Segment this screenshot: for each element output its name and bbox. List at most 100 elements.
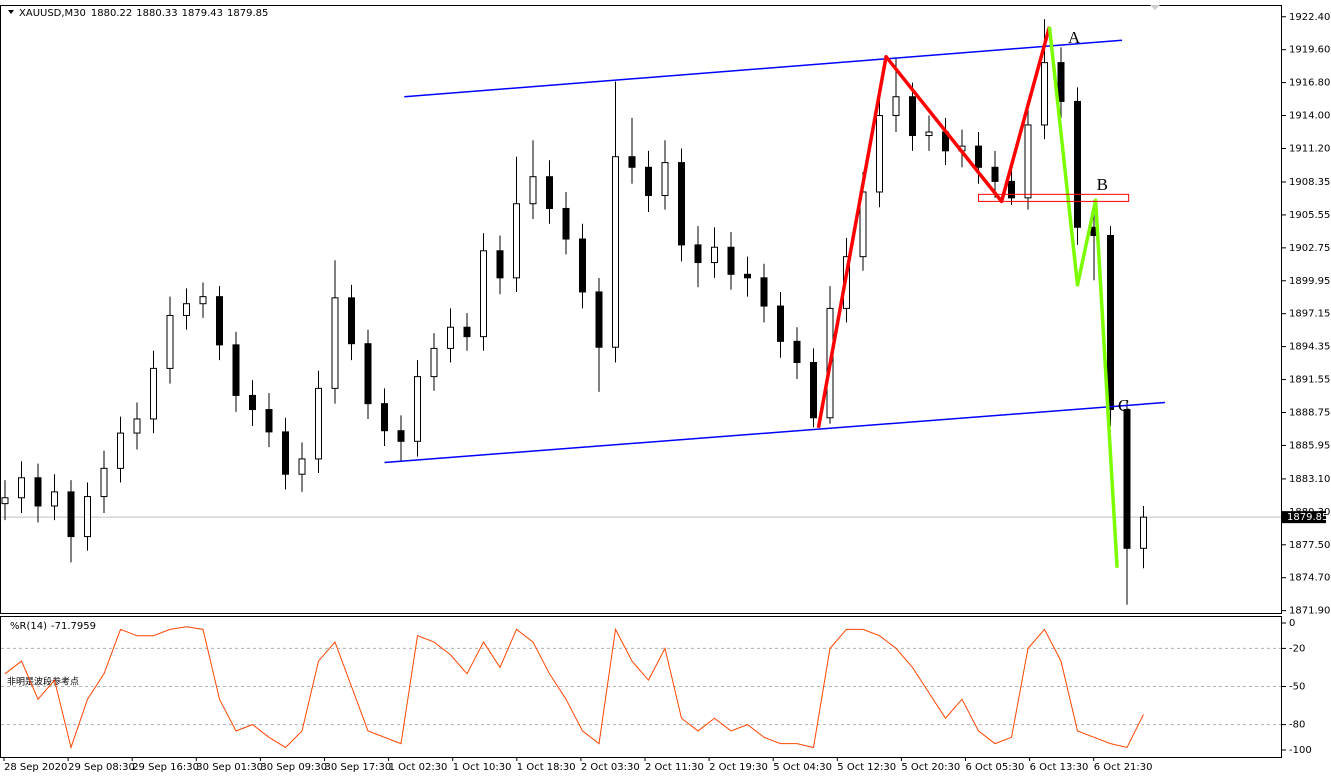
indicator-panel-frame: [0, 616, 1282, 758]
candle-body: [612, 156, 619, 348]
candle-body: [711, 246, 718, 264]
candle-body: [133, 418, 141, 434]
x-tick-label: 28 Sep 2020: [4, 762, 67, 773]
candle-body: [727, 246, 735, 275]
r-tick-label: -80: [1289, 720, 1305, 731]
candle-body: [562, 207, 570, 240]
candle-body: [892, 96, 900, 117]
candle-body: [381, 403, 388, 432]
indicator-name: %R(14): [10, 621, 47, 632]
candle-body: [744, 273, 751, 279]
candle-body: [678, 162, 685, 246]
last-price-label: 1879.85: [1287, 512, 1328, 523]
candle-body: [183, 303, 190, 316]
y-tick-label: 1899.95: [1289, 276, 1330, 287]
menu-triangle: [8, 10, 14, 14]
trendline: [384, 401, 1166, 464]
candle-body: [150, 367, 157, 420]
wave-label: C: [1118, 396, 1129, 415]
x-tick-label: 5 Oct 12:30: [837, 762, 896, 773]
candle-body: [249, 394, 256, 411]
trendline: [404, 39, 1123, 98]
candle-body: [265, 409, 273, 433]
candle-body: [645, 166, 652, 197]
r-tick-label: -100: [1289, 745, 1312, 756]
candle-body: [463, 326, 471, 338]
y-tick-label: 1883.10: [1289, 474, 1330, 485]
candle-body: [1074, 100, 1081, 228]
y-tick-label: 1905.55: [1289, 210, 1330, 221]
x-tick-label: 5 Oct 04:30: [773, 762, 832, 773]
candle-body: [1107, 234, 1114, 411]
candle-body: [117, 432, 124, 469]
x-tick-label: 5 Oct 20:30: [901, 762, 960, 773]
candle-body: [348, 297, 355, 345]
candle-body: [925, 131, 933, 137]
y-tick-label: 1874.70: [1289, 573, 1330, 584]
candle-body: [34, 477, 42, 507]
y-tick-label: 1877.50: [1289, 540, 1330, 551]
y-tick-label: 1894.35: [1289, 342, 1330, 353]
candle-body: [216, 296, 223, 346]
x-tick-label: 29 Sep 16:30: [132, 762, 199, 773]
x-tick-label: 2 Oct 03:30: [581, 762, 640, 773]
candle-body: [67, 491, 75, 538]
y-tick-label: 1916.80: [1289, 78, 1330, 89]
y-tick-label: 1922.40: [1289, 12, 1330, 23]
candle-body: [1, 497, 9, 505]
main-panel-frame: [0, 5, 1282, 614]
candle-body: [661, 162, 669, 197]
side-text: 非明是波段参考点: [7, 676, 79, 688]
last-price-box: [1282, 511, 1326, 524]
candle-body: [496, 250, 504, 279]
y-tick-label: 1914.00: [1289, 111, 1330, 122]
candle-body: [282, 431, 289, 475]
r-tick-label: -50: [1289, 682, 1305, 693]
candle-body: [991, 166, 999, 182]
candle-body: [579, 238, 586, 293]
header-low: 1879.43: [182, 8, 223, 19]
candle-body: [975, 145, 982, 168]
candle-body: [529, 176, 537, 205]
y-tick-label: 1911.20: [1289, 143, 1330, 154]
y-tick-label: 1908.35: [1289, 177, 1330, 188]
zigzag: [1047, 26, 1119, 568]
zigzag: [816, 26, 1052, 429]
x-tick-label: 2 Oct 11:30: [645, 762, 704, 773]
candle-body: [694, 244, 702, 264]
indicator-header: %R(14) -71.7959: [10, 621, 96, 632]
candle-body: [546, 176, 553, 209]
candle-body: [595, 291, 603, 348]
candle-body: [447, 326, 454, 349]
shift-marker: [1150, 5, 1160, 10]
symbol: XAUUSD,M30: [19, 8, 86, 19]
candle-body: [18, 477, 25, 499]
candle-body: [397, 430, 405, 442]
indicator-value: -71.7959: [51, 621, 96, 632]
y-tick-label: 1919.60: [1289, 45, 1330, 56]
y-tick-label: 1888.75: [1289, 407, 1330, 418]
candle-body: [513, 203, 520, 279]
x-tick-label: 1 Oct 02:30: [389, 762, 448, 773]
candle-body: [331, 297, 339, 389]
candle-body: [84, 496, 91, 538]
candle-body: [51, 491, 58, 507]
x-tick-label: 6 Oct 21:30: [1094, 762, 1153, 773]
r-tick-label: -20: [1289, 643, 1305, 654]
x-tick-label: 30 Sep 09:30: [260, 762, 327, 773]
x-tick-label: 2 Oct 19:30: [709, 762, 768, 773]
candle-body: [1057, 62, 1065, 102]
r-tick-label: 0: [1289, 618, 1295, 629]
zone-rectangle: [978, 193, 1130, 202]
y-tick-label: 1885.95: [1289, 440, 1330, 451]
x-tick-label: 30 Sep 17:30: [325, 762, 392, 773]
candle-body: [430, 347, 438, 378]
candle-body: [199, 296, 207, 305]
candle-body: [315, 387, 322, 460]
candle-body: [1041, 62, 1048, 126]
candle-body: [760, 277, 768, 307]
candle-body: [100, 467, 108, 498]
